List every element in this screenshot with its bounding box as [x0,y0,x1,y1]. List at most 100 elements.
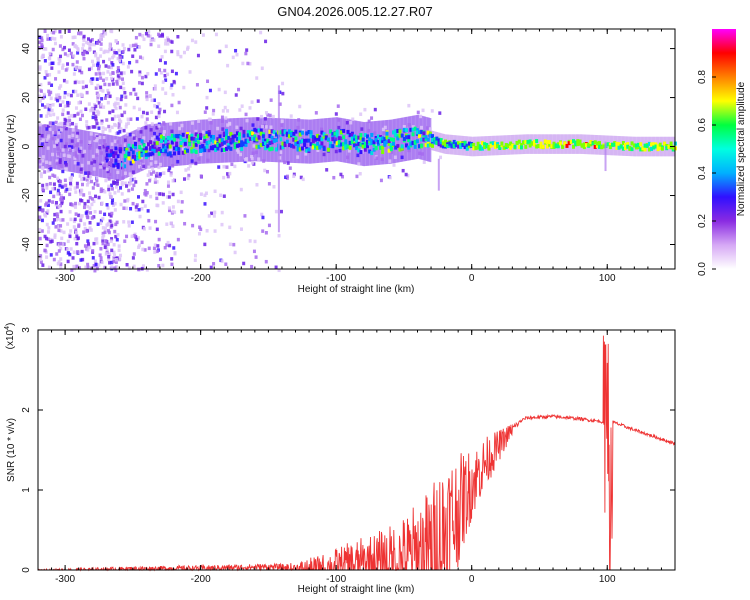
heatmap-cell [86,204,90,209]
heatmap-cell [63,144,67,149]
heatmap-cell [350,136,354,141]
heatmap-cell [53,235,57,240]
y-tick-label: 1 [21,487,32,493]
heatmap-cell [172,137,176,142]
heatmap-cell [98,72,102,76]
heatmap-cell [103,133,105,178]
heatmap-cell [103,49,107,54]
heatmap-cell [199,148,203,153]
heatmap-cell [251,131,255,136]
heatmap-cell [129,181,133,186]
heatmap-cell [55,93,59,97]
heatmap-cell [59,194,63,198]
heatmap-cell [111,180,115,184]
heatmap-cell [46,37,50,41]
heatmap-cell [285,139,289,144]
heatmap-cell [122,206,126,210]
heatmap-cell [260,117,262,162]
heatmap-cell [49,253,53,257]
heatmap-cell [76,138,80,143]
heatmap-cell [86,215,90,220]
heatmap-cell [127,220,131,224]
heatmap-cell [396,144,400,149]
heatmap-cell [82,205,86,210]
heatmap-cell [55,161,59,166]
heatmap-cell [131,170,135,174]
heatmap-cell [292,174,296,179]
heatmap-cell [108,219,112,224]
heatmap-cell [140,153,144,158]
heatmap-cell [190,136,194,141]
heatmap-cell [167,195,171,199]
heatmap-cell [602,144,606,149]
heatmap-cell [70,203,74,207]
heatmap-cell [53,144,57,148]
heatmap-cell [300,146,304,151]
heatmap-cell [158,68,162,72]
heatmap-cell [55,252,59,256]
heatmap-cell [294,139,298,144]
heatmap-cell [82,230,86,234]
heatmap-cell [56,192,60,196]
heatmap-cell [77,224,81,228]
heatmap-cell [65,187,69,192]
heatmap-cell [140,75,144,80]
heatmap-cell [407,123,411,127]
heatmap-cell [96,56,100,61]
heatmap-cell [231,55,235,60]
heatmap-cell [132,136,136,140]
heatmap-cell [382,131,386,135]
spectrogram-y-label: Frequency (Hz) [6,115,17,184]
heatmap-cell [193,258,197,262]
heatmap-cell [64,183,68,188]
heatmap-cell [62,78,66,83]
heatmap-cell [74,106,78,110]
heatmap-cell [593,140,597,145]
heatmap-cell [45,182,49,187]
heatmap-cell [115,41,119,45]
heatmap-cell [163,73,167,78]
heatmap-cell [142,136,146,140]
heatmap-cell [649,136,651,157]
heatmap-cell [62,153,66,157]
heatmap-cell [372,140,376,145]
heatmap-cell [422,137,426,142]
heatmap-cell [107,161,111,166]
heatmap-cell [111,82,115,86]
heatmap-cell [396,134,400,139]
heatmap-cell [195,120,197,165]
heatmap-cell [133,145,137,150]
heatmap-cell [541,144,545,149]
heatmap-cell [355,143,359,148]
heatmap-cell [233,145,237,150]
heatmap-cell [99,165,103,169]
heatmap-cell [59,218,63,222]
heatmap-cell [269,98,273,102]
heatmap-cell [121,43,125,47]
heatmap-cell [341,118,344,163]
heatmap-cell [69,178,73,183]
heatmap-cell [171,164,175,168]
heatmap-cell [105,167,109,172]
heatmap-cell [114,260,118,264]
heatmap-cell [118,56,122,60]
heatmap-cell [398,147,402,152]
heatmap-cell [274,138,278,143]
heatmap-cell [420,130,424,135]
heatmap-cell [162,129,166,134]
heatmap-cell [476,145,480,150]
heatmap-cell [57,249,61,253]
heatmap-cell [128,60,132,65]
heatmap-cell [567,141,571,146]
heatmap-cell [259,128,263,133]
heatmap-cell [194,253,198,258]
heatmap-cell [69,229,73,233]
heatmap-cell [56,98,60,103]
heatmap-cell [372,142,376,147]
heatmap-cell [81,85,85,90]
heatmap-cell [187,132,191,136]
heatmap-cell [169,147,173,151]
heatmap-cell [548,142,552,147]
heatmap-cell [91,186,95,190]
heatmap-cell [222,140,226,145]
